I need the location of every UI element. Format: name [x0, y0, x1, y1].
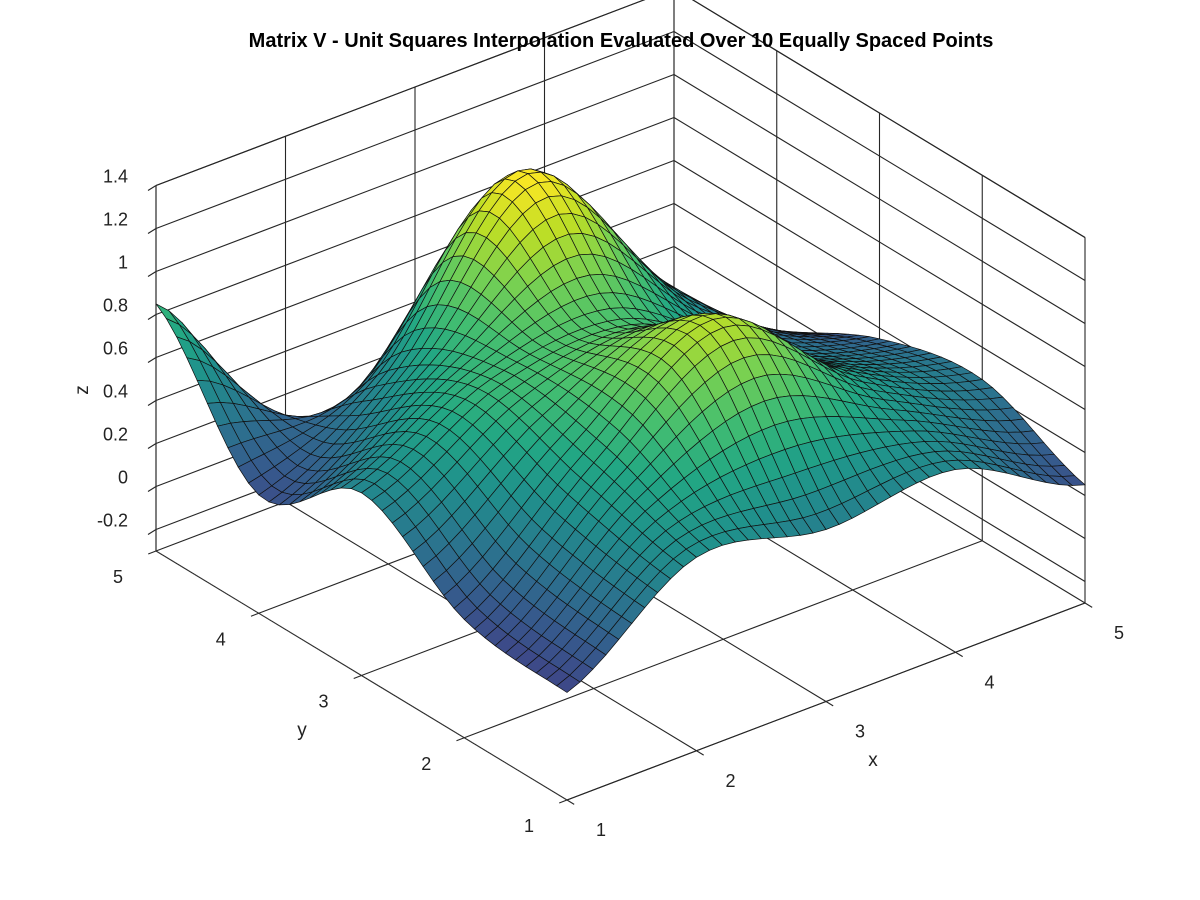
- gridline-z-right: [673, 31, 1086, 281]
- z-tick-label: 0.2: [103, 425, 128, 445]
- z-tick-label: 1.4: [103, 167, 128, 187]
- y-tick-mark: [250, 612, 259, 617]
- x-tick-mark: [696, 750, 704, 756]
- z-tick-mark: [147, 443, 157, 449]
- z-tick-mark: [147, 228, 157, 234]
- gridline-z-right: [673, 117, 1086, 367]
- y-tick-mark: [353, 674, 362, 679]
- chart-title: Matrix V - Unit Squares Interpolation Ev…: [249, 30, 994, 52]
- y-tick-label: 1: [524, 816, 534, 836]
- gridline-z-back: [155, 73, 675, 273]
- x-tick-label: 1: [596, 820, 606, 840]
- z-tick-label: 0.4: [103, 382, 128, 402]
- y-tick-label: 4: [216, 629, 226, 649]
- y-tick-mark: [148, 550, 157, 555]
- x-tick-label: 3: [855, 722, 865, 742]
- z-tick-mark: [147, 529, 157, 535]
- y-tick-label: 2: [421, 754, 431, 774]
- y-tick-label: 3: [318, 692, 328, 712]
- axes-front-edges: [147, 185, 1093, 805]
- x-tick-label: 4: [984, 672, 994, 692]
- x-tick-mark: [566, 799, 575, 805]
- x-tick-label: 2: [725, 771, 735, 791]
- z-tick-mark: [147, 271, 157, 277]
- tick-labels: 1 2 3 4 5 1 2 3 4 5 -0.2 0 0.2 0.4 0.6 0.8 1 1.2 1.4: [97, 167, 1124, 841]
- y-tick-mark: [559, 799, 568, 804]
- z-tick-mark: [147, 400, 157, 406]
- axes-top-edge: [155, 0, 646, 187]
- z-tick-mark: [147, 314, 157, 320]
- gridline-z-right: [673, 160, 1086, 410]
- gridline-z-right: [673, 74, 1086, 324]
- surface-facet: [556, 674, 581, 693]
- z-tick-label: 0: [118, 468, 128, 488]
- gridline-z-back: [155, 30, 675, 230]
- x-axis-label: x: [868, 750, 878, 771]
- z-tick-label: -0.2: [97, 511, 128, 531]
- z-tick-label: 0.6: [103, 339, 128, 359]
- axes-top-edge: [691, 0, 1086, 238]
- z-tick-mark: [147, 357, 157, 363]
- z-tick-mark: [147, 486, 157, 492]
- surface-mesh: [155, 168, 1086, 693]
- x-tick-mark: [955, 651, 963, 658]
- x-tick-mark: [825, 701, 834, 707]
- y-axis-label: y: [297, 720, 307, 741]
- gridline-z-back: [155, 116, 675, 316]
- z-tick-mark: [147, 185, 157, 191]
- y-tick-label: 5: [113, 567, 123, 587]
- z-tick-label: 0.8: [103, 296, 128, 316]
- z-tick-label: 1.2: [103, 210, 128, 230]
- z-tick-label: 1: [118, 253, 128, 273]
- x-tick-mark: [1084, 602, 1093, 608]
- gridline-z-back: [155, 159, 675, 359]
- x-tick-label: 5: [1114, 623, 1124, 643]
- y-tick-mark: [456, 737, 465, 742]
- z-axis-label: z: [72, 385, 93, 395]
